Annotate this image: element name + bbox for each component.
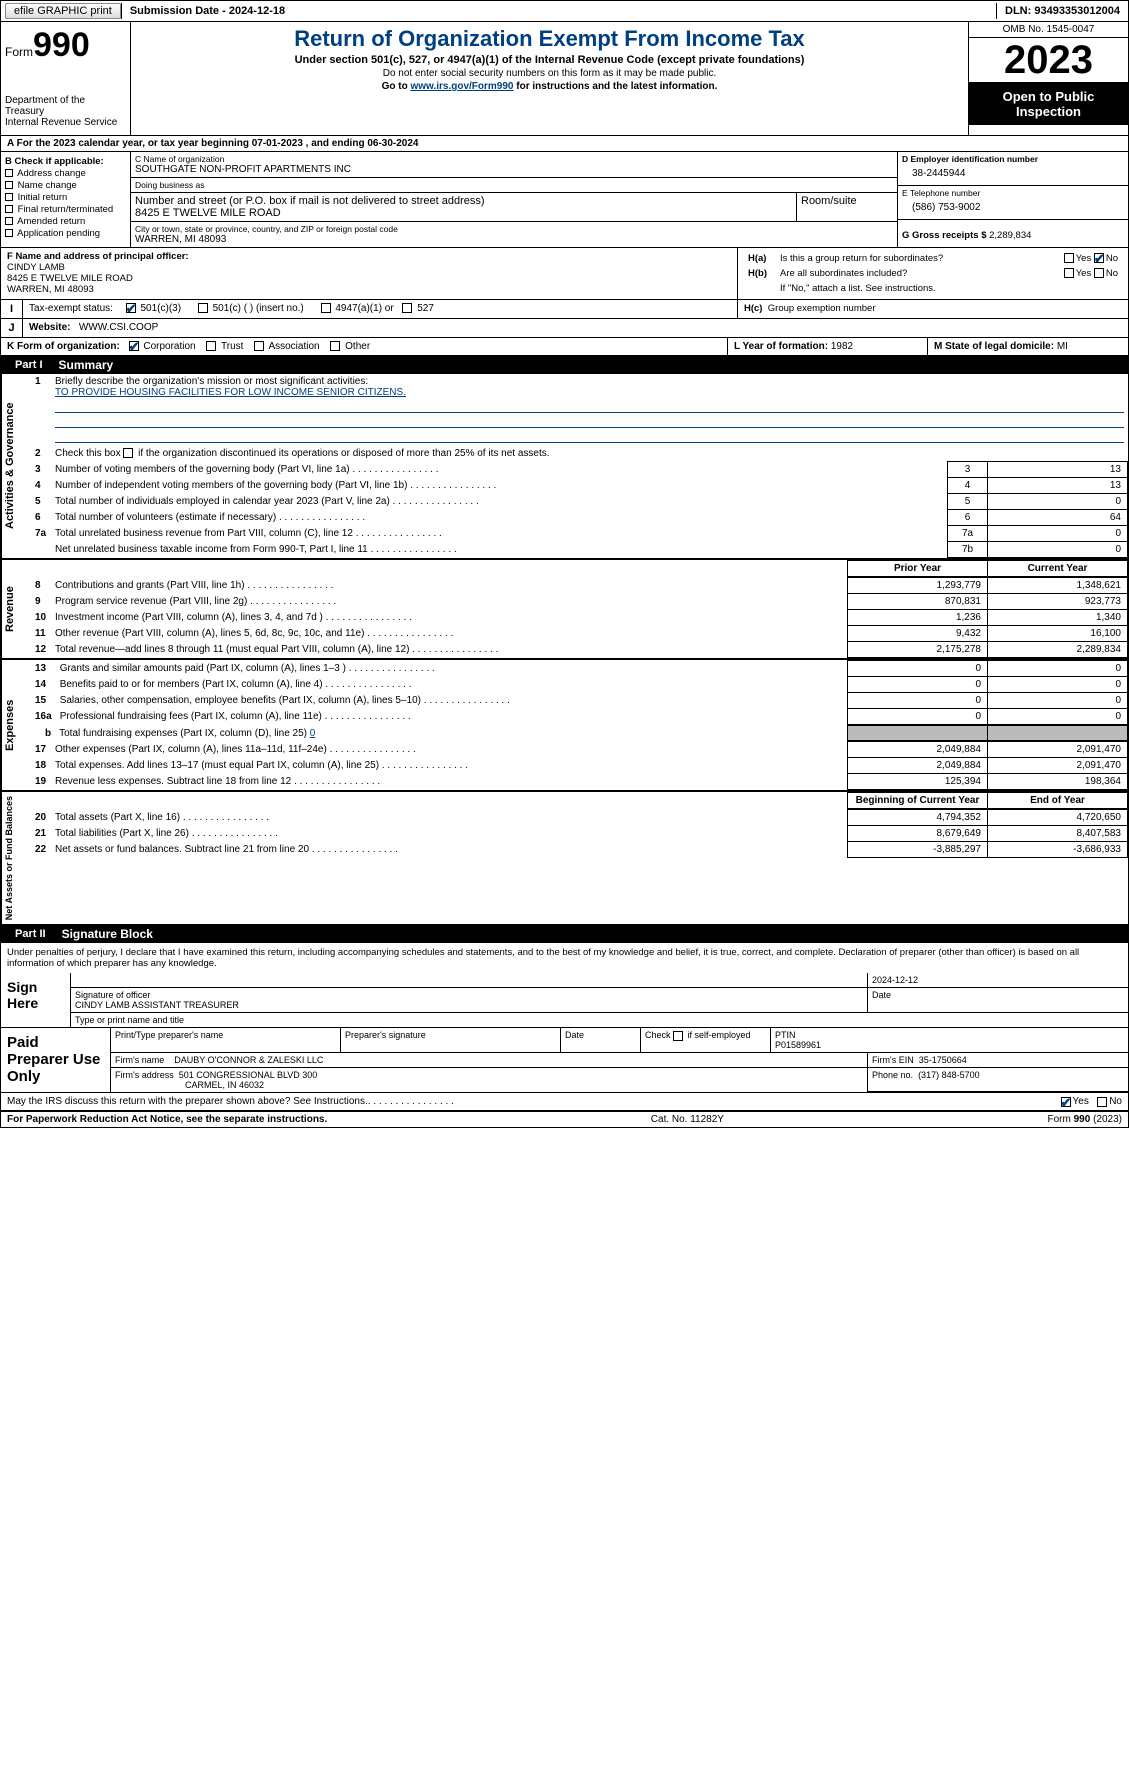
amount-prior: 0 [848, 677, 988, 693]
officer-name: CINDY LAMB [7, 262, 731, 273]
vert-expenses: Expenses [1, 660, 25, 790]
form-title: Return of Organization Exempt From Incom… [137, 26, 962, 52]
vert-revenue: Revenue [1, 560, 25, 658]
form-footer: Form 990 (2023) [1048, 1114, 1122, 1125]
gross-receipts: 2,289,834 [989, 230, 1031, 241]
amount-current: 198,364 [988, 774, 1128, 790]
tax-year: 2023 [969, 38, 1128, 83]
vert-governance: Activities & Governance [1, 374, 25, 558]
part-1-header: Part I Summary [1, 356, 1128, 374]
amount-current: 0 [988, 677, 1128, 693]
amount-current: -3,686,933 [988, 842, 1128, 858]
amount-current: 0 [988, 693, 1128, 709]
amount-current: 1,340 [988, 610, 1128, 626]
amount-prior: -3,885,297 [848, 842, 988, 858]
subtitle-3: Go to www.irs.gov/Form990 for instructio… [137, 81, 962, 92]
amount-prior: 0 [848, 709, 988, 725]
column-b-checkboxes: B Check if applicable: Address change Na… [1, 152, 131, 247]
street-address: 8425 E TWELVE MILE ROAD [135, 207, 792, 219]
subtitle-2: Do not enter social security numbers on … [137, 68, 962, 79]
efile-print-button[interactable]: efile GRAPHIC print [5, 3, 121, 19]
amount-prior: 1,293,779 [848, 578, 988, 594]
firm-name: DAUBY O'CONNOR & ZALESKI LLC [174, 1055, 323, 1065]
amount-current: 16,100 [988, 626, 1128, 642]
telephone: (586) 753-9002 [902, 198, 1124, 217]
amount-prior: 9,432 [848, 626, 988, 642]
amount-prior: 4,794,352 [848, 810, 988, 826]
amount-current: 8,407,583 [988, 826, 1128, 842]
org-name: SOUTHGATE NON-PROFIT APARTMENTS INC [135, 164, 893, 175]
form-id-block: Form990 Department of the Treasury Inter… [1, 22, 131, 135]
amount-prior: 0 [848, 693, 988, 709]
officer-signature: CINDY LAMB ASSISTANT TREASURER [75, 1000, 863, 1010]
year-formation: 1982 [831, 341, 853, 352]
website: WWW.CSI.COOP [79, 322, 158, 333]
submission-date: Submission Date - 2024-12-18 [121, 3, 293, 19]
row-a-tax-year: A For the 2023 calendar year, or tax yea… [1, 136, 1128, 152]
amount-current: 2,091,470 [988, 742, 1128, 758]
amount-prior: 1,236 [848, 610, 988, 626]
amount-current: 2,091,470 [988, 758, 1128, 774]
open-to-public: Open to Public Inspection [969, 83, 1128, 125]
amount-current: 0 [988, 709, 1128, 725]
firm-phone: (317) 848-5700 [918, 1070, 980, 1080]
mission-text: TO PROVIDE HOUSING FACILITIES FOR LOW IN… [55, 387, 406, 398]
paperwork-notice: For Paperwork Reduction Act Notice, see … [7, 1114, 327, 1125]
firm-ein: 35-1750664 [919, 1055, 967, 1065]
ptin: P01589961 [775, 1040, 1124, 1050]
amount-current: 2,289,834 [988, 642, 1128, 658]
catalog-number: Cat. No. 11282Y [651, 1114, 724, 1125]
penalty-declaration: Under penalties of perjury, I declare th… [1, 943, 1128, 973]
paid-preparer-label: Paid Preparer Use Only [1, 1028, 111, 1092]
amount-prior: 125,394 [848, 774, 988, 790]
amount-current: 1,348,621 [988, 578, 1128, 594]
ein: 38-2445944 [902, 164, 1124, 183]
dln: DLN: 93493353012004 [996, 3, 1128, 19]
irs-link[interactable]: www.irs.gov/Form990 [410, 81, 513, 92]
amount-current: 4,720,650 [988, 810, 1128, 826]
amount-prior: 870,831 [848, 594, 988, 610]
amount-prior: 2,049,884 [848, 742, 988, 758]
amount-prior: 2,175,278 [848, 642, 988, 658]
amount-prior: 8,679,649 [848, 826, 988, 842]
amount-current: 0 [988, 661, 1128, 677]
city-state-zip: WARREN, MI 48093 [135, 234, 893, 245]
amount-prior: 0 [848, 661, 988, 677]
subtitle-1: Under section 501(c), 527, or 4947(a)(1)… [137, 54, 962, 66]
amount-current: 923,773 [988, 594, 1128, 610]
omb-number: OMB No. 1545-0047 [969, 22, 1128, 38]
sign-here-label: Sign Here [1, 973, 71, 1027]
amount-prior: 2,049,884 [848, 758, 988, 774]
state-domicile: MI [1057, 341, 1068, 352]
part-2-header: Part II Signature Block [1, 925, 1128, 943]
vert-netassets: Net Assets or Fund Balances [1, 792, 25, 924]
